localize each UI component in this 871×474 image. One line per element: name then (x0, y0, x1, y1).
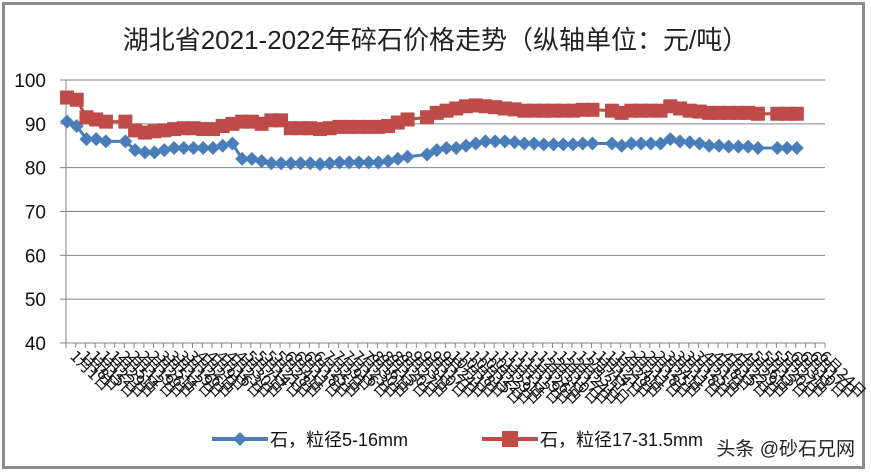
data-point-diamond (128, 143, 143, 158)
data-point-diamond (750, 140, 765, 155)
data-point-diamond (147, 145, 162, 160)
data-point-diamond (517, 136, 532, 151)
data-point-diamond (741, 139, 756, 154)
data-point-diamond (381, 154, 396, 169)
data-point-diamond (711, 138, 726, 153)
data-point-diamond (497, 134, 512, 149)
data-point-diamond (390, 151, 405, 166)
data-point-diamond (663, 132, 678, 147)
data-point-diamond (215, 138, 230, 153)
data-point-diamond (137, 145, 152, 160)
data-point-diamond (157, 143, 172, 158)
chart-legend: 石，粒径5-16mm 石，粒径17-31.5mm (210, 426, 730, 450)
legend-item-17-31-5mm: 石，粒径17-31.5mm (480, 426, 703, 452)
data-point-square (400, 112, 415, 127)
data-point-diamond (468, 136, 483, 151)
data-point-diamond (244, 151, 259, 166)
data-point-diamond (449, 140, 464, 155)
data-point-diamond (79, 132, 94, 147)
data-point-diamond (770, 140, 785, 155)
data-point-diamond (604, 136, 619, 151)
data-point-diamond (721, 139, 736, 154)
y-tick-label: 70 (25, 203, 46, 224)
diamond-marker-icon (212, 432, 268, 446)
data-point-diamond (303, 156, 318, 171)
data-point-square (750, 106, 765, 121)
data-point-diamond (546, 137, 561, 152)
data-point-diamond (536, 137, 551, 152)
data-point-diamond (332, 155, 347, 170)
data-point-diamond (643, 136, 658, 151)
data-point-diamond (118, 134, 133, 149)
data-point-diamond (371, 155, 386, 170)
y-tick-label: 60 (25, 246, 46, 267)
data-point-diamond (60, 114, 74, 129)
data-point-diamond (780, 140, 795, 155)
data-point-diamond (731, 139, 746, 154)
data-point-diamond (313, 157, 327, 172)
data-point-diamond (351, 155, 366, 170)
data-point-diamond (789, 140, 804, 155)
data-point-diamond (429, 143, 444, 158)
y-tick-label: 80 (25, 159, 46, 180)
data-point-diamond (89, 132, 104, 147)
data-point-diamond (507, 135, 522, 150)
y-tick-label: 100 (14, 71, 46, 92)
data-point-square (98, 114, 113, 129)
data-point-diamond (167, 140, 182, 155)
data-point-square (789, 106, 804, 121)
data-point-diamond (585, 136, 600, 151)
data-point-diamond (420, 147, 435, 162)
data-point-diamond (98, 134, 113, 149)
data-point-diamond (196, 140, 211, 155)
data-point-diamond (274, 156, 289, 171)
data-point-diamond (566, 137, 580, 152)
data-point-diamond (264, 156, 279, 171)
square-marker-icon (482, 431, 538, 447)
data-point-diamond (439, 140, 454, 155)
data-point-diamond (575, 136, 590, 151)
data-point-square (69, 92, 84, 107)
data-point-diamond (682, 135, 697, 150)
legend-item-5-16mm: 石，粒径5-16mm (210, 426, 408, 452)
chart-title: 湖北省2021-2022年碎石价格走势（纵轴单位：元/吨） (122, 25, 749, 55)
data-point-diamond (293, 156, 308, 171)
data-point-diamond (556, 137, 571, 152)
data-point-diamond (400, 149, 415, 164)
y-tick-label: 50 (25, 290, 46, 311)
data-point-diamond (235, 151, 250, 166)
y-tick-label: 40 (25, 334, 46, 355)
data-point-diamond (624, 136, 639, 151)
legend-label: 石，粒径17-31.5mm (540, 430, 704, 450)
data-point-diamond (254, 154, 269, 169)
data-point-diamond (527, 136, 542, 151)
watermark: 头条 @砂石兄网 (716, 439, 855, 460)
data-point-diamond (614, 138, 629, 153)
data-point-diamond (186, 140, 201, 155)
data-point-diamond (673, 134, 688, 149)
data-point-diamond (692, 136, 707, 151)
data-point-diamond (205, 140, 220, 155)
data-point-diamond (488, 134, 503, 149)
data-point-diamond (225, 136, 240, 151)
data-point-diamond (478, 134, 493, 149)
data-point-diamond (634, 136, 649, 151)
y-tick-label: 90 (25, 115, 46, 136)
data-point-diamond (702, 138, 717, 153)
data-point-diamond (176, 140, 191, 155)
data-point-diamond (361, 155, 376, 170)
data-point-diamond (322, 156, 337, 171)
data-point-square (585, 102, 600, 117)
data-point-diamond (283, 156, 298, 171)
data-point-diamond (653, 136, 668, 151)
legend-label: 石，粒径5-16mm (270, 430, 409, 450)
data-point-diamond (458, 138, 473, 153)
data-point-diamond (342, 155, 357, 170)
